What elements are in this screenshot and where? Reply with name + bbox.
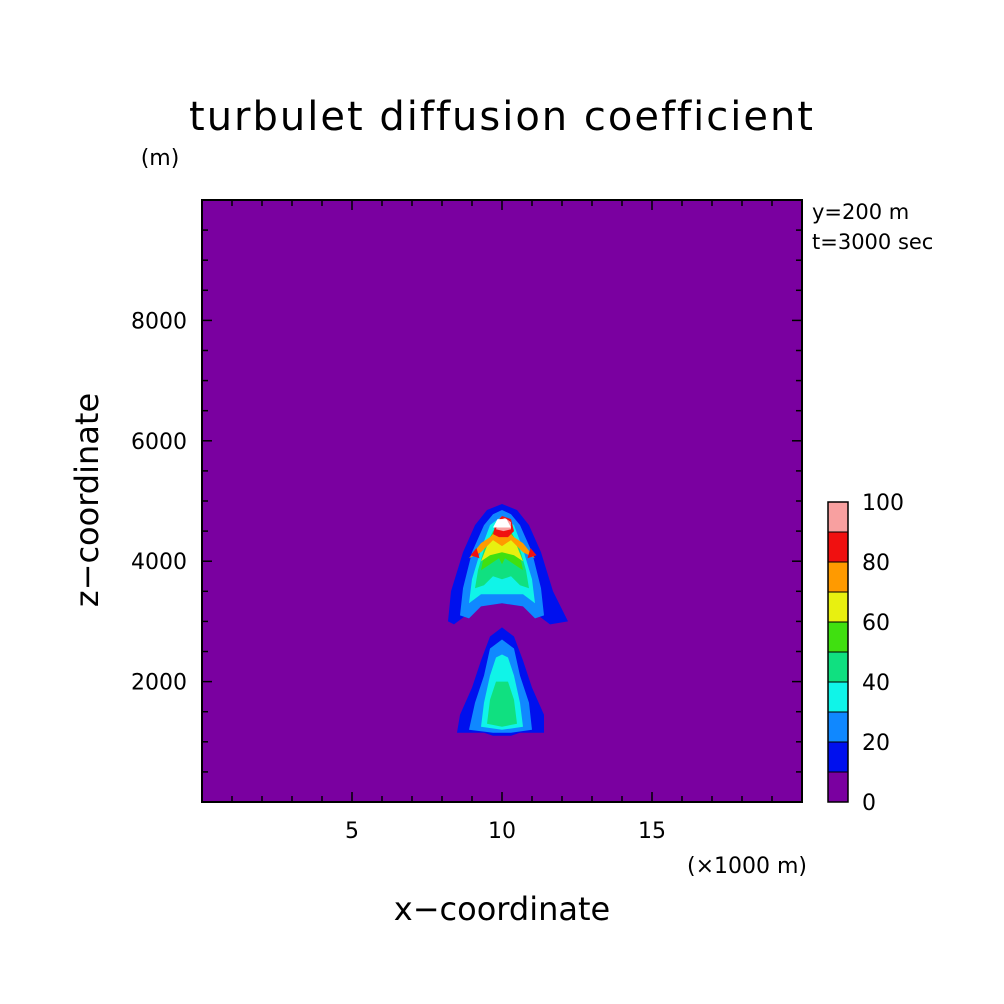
y-unit-label: (m) bbox=[141, 146, 180, 171]
y-tick-label: 4000 bbox=[131, 550, 187, 575]
chart-title: turbulet diffusion coefficient bbox=[189, 94, 815, 140]
contour-upper-right-spot-80 bbox=[527, 548, 537, 559]
colorbar-swatch bbox=[827, 771, 849, 803]
contour-upper-left-spot-80 bbox=[470, 548, 480, 559]
y-tick-label: 6000 bbox=[131, 430, 187, 455]
colorbar-swatch bbox=[827, 711, 849, 743]
axis-ticks: 5 10 15 2000 4000 6000 8000 bbox=[131, 200, 802, 844]
plot-frame bbox=[201, 199, 803, 803]
contour-upper-70 bbox=[469, 531, 535, 559]
colorbar-swatch bbox=[827, 531, 849, 563]
contour-fills bbox=[448, 504, 568, 736]
colorbar-tick-label: 60 bbox=[862, 611, 890, 636]
annotation-t: t=3000 sec bbox=[812, 230, 933, 254]
colorbar-tick-label: 20 bbox=[862, 731, 890, 756]
colorbar-tick-label: 40 bbox=[862, 671, 890, 696]
contour-peak-100 bbox=[493, 519, 511, 528]
y-tick-label: 8000 bbox=[131, 309, 187, 334]
colorbar-swatch bbox=[827, 561, 849, 593]
colorbar-swatch bbox=[827, 651, 849, 683]
colorbar-frame bbox=[827, 501, 849, 803]
colorbar-tick-label: 100 bbox=[862, 491, 904, 516]
colorbar-tick-label: 0 bbox=[862, 791, 876, 816]
y-axis-label: z−coordinate bbox=[68, 393, 106, 607]
x-unit-label: (×1000 m) bbox=[687, 854, 807, 879]
x-axis-label: x−coordinate bbox=[394, 890, 610, 928]
colorbar-swatch bbox=[827, 681, 849, 713]
colorbar-tick-label: 80 bbox=[862, 551, 890, 576]
colorbar: 0 20 40 60 80 100 bbox=[827, 491, 904, 816]
x-tick-label: 10 bbox=[488, 819, 516, 844]
x-tick-label: 5 bbox=[345, 819, 359, 844]
colorbar-swatch bbox=[827, 501, 849, 533]
y-tick-label: 2000 bbox=[131, 671, 187, 696]
colorbar-swatch bbox=[827, 591, 849, 623]
colorbar-swatch bbox=[827, 621, 849, 653]
contour-lower-40 bbox=[487, 681, 517, 727]
x-tick-label: 15 bbox=[638, 819, 666, 844]
annotation-y: y=200 m bbox=[812, 200, 909, 224]
colorbar-swatch bbox=[827, 741, 849, 773]
